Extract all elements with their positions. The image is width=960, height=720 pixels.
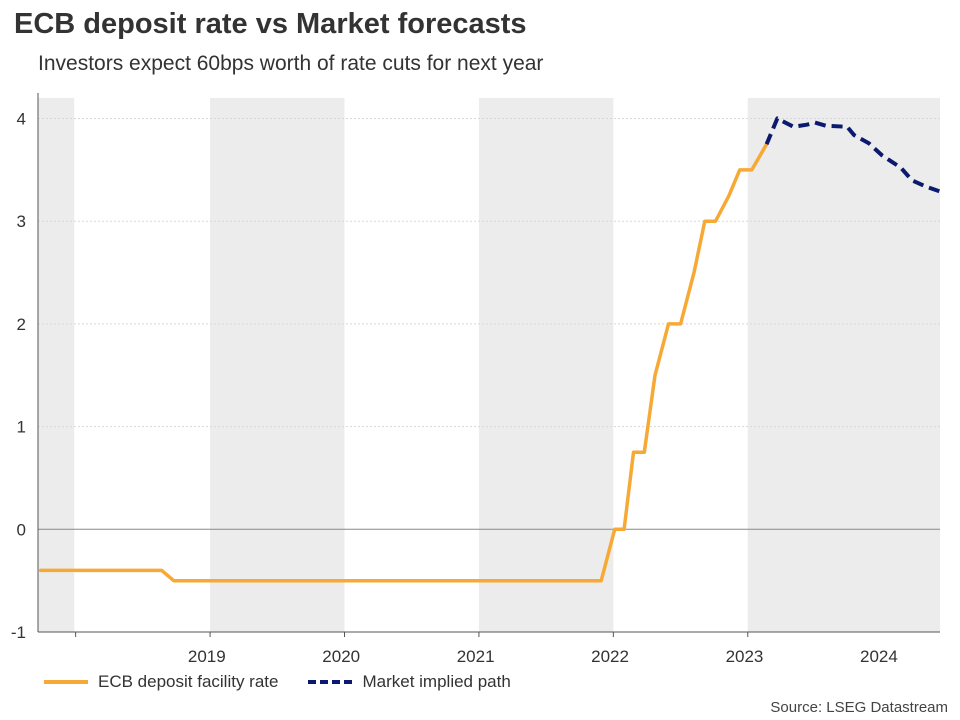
legend-label-ecb: ECB deposit facility rate [98, 672, 279, 691]
chart-subtitle: Investors expect 60bps worth of rate cut… [38, 52, 544, 75]
shaded-band-3 [747, 98, 940, 632]
legend-swatch-market [308, 680, 353, 684]
y-tick-label: 3 [17, 212, 26, 231]
x-tick-label: 2019 [188, 647, 226, 666]
y-tick-label: 4 [17, 110, 26, 129]
shaded-band-0 [38, 98, 75, 632]
legend-label-market: Market implied path [362, 672, 511, 691]
legend-swatch-ecb [44, 680, 88, 684]
source-note: Source: LSEG Datastream [770, 699, 948, 716]
shaded-band-2 [478, 98, 614, 632]
x-tick-label: 2021 [457, 647, 495, 666]
y-tick-label: 1 [17, 418, 26, 437]
series-line-market-implied [764, 116, 941, 194]
chart-title: ECB deposit rate vs Market forecasts [14, 8, 527, 40]
legend-item-market: Market implied path [308, 672, 511, 692]
legend-item-ecb: ECB deposit facility rate [44, 672, 278, 692]
x-tick-label: 2022 [591, 647, 629, 666]
x-tick-label: 2023 [726, 647, 764, 666]
series-line-ecb-deposit [38, 142, 769, 583]
x-tick-label: 2020 [322, 647, 360, 666]
y-tick-label: 0 [17, 520, 26, 539]
shaded-band-1 [210, 98, 345, 632]
x-tick-label: 2024 [860, 647, 898, 666]
y-tick-label: -1 [11, 623, 26, 642]
legend: ECB deposit facility rate Market implied… [44, 672, 541, 692]
y-tick-label: 2 [17, 315, 26, 334]
